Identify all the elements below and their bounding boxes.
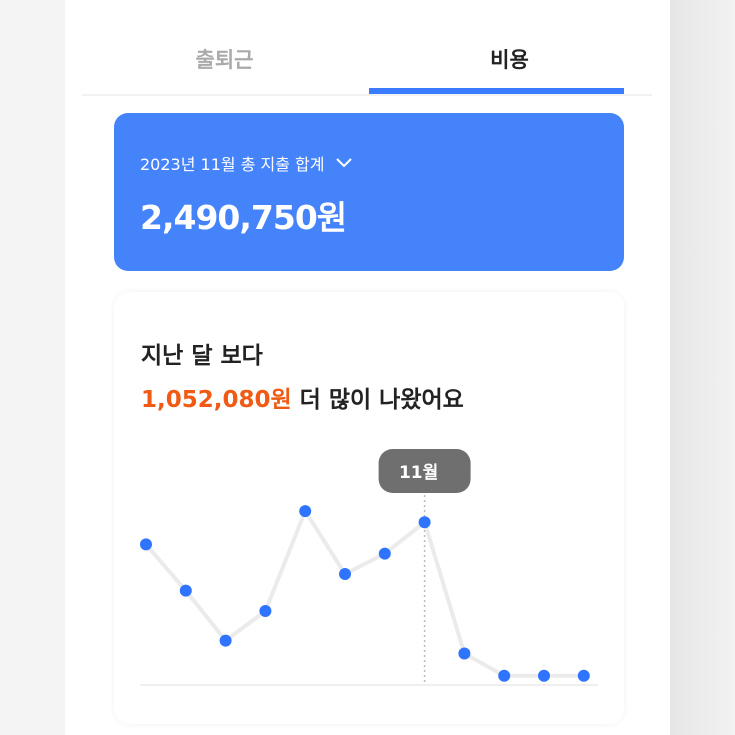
month-selector[interactable]: 2023년 11월 총 지출 합계 [140, 151, 353, 175]
comparison-title: 지난 달 보다 [141, 343, 263, 369]
data-point [179, 584, 192, 597]
tooltip-bubble [378, 449, 471, 493]
tab-cost[interactable]: 비용 [490, 48, 529, 72]
series-line [144, 509, 584, 678]
chevron-down-icon [336, 158, 353, 168]
data-point [140, 538, 152, 551]
active-tab-indicator [369, 88, 624, 94]
data-point [378, 547, 391, 560]
data-point [498, 669, 511, 682]
data-point [339, 568, 351, 580]
data-point [418, 516, 431, 529]
data-point [458, 647, 471, 660]
data-point [538, 669, 550, 682]
tab-commute[interactable]: 출퇴근 [195, 48, 254, 72]
month-label: 2023년 11월 총 지출 합계 [140, 155, 325, 174]
data-point [219, 634, 232, 647]
data-point [259, 605, 272, 617]
background-shade [670, 0, 735, 735]
comparison-suffix: 더 많이 나왔어요 [291, 387, 464, 413]
total-expense-card: 2023년 11월 총 지출 합계 2,490,750원 [114, 113, 624, 271]
comparison-detail: 1,052,080원 더 많이 나왔어요 [141, 380, 464, 414]
difference-amount: 1,052,080원 [141, 387, 292, 413]
total-amount: 2,490,750원 [140, 198, 347, 237]
tab-bar: 출퇴근 비용 [82, 30, 652, 96]
data-point [299, 505, 312, 518]
comparison-card: 지난 달 보다 1,052,080원 더 많이 나왔어요 [114, 292, 624, 724]
tooltip-label: 11월 [399, 463, 438, 483]
data-point [577, 669, 590, 682]
